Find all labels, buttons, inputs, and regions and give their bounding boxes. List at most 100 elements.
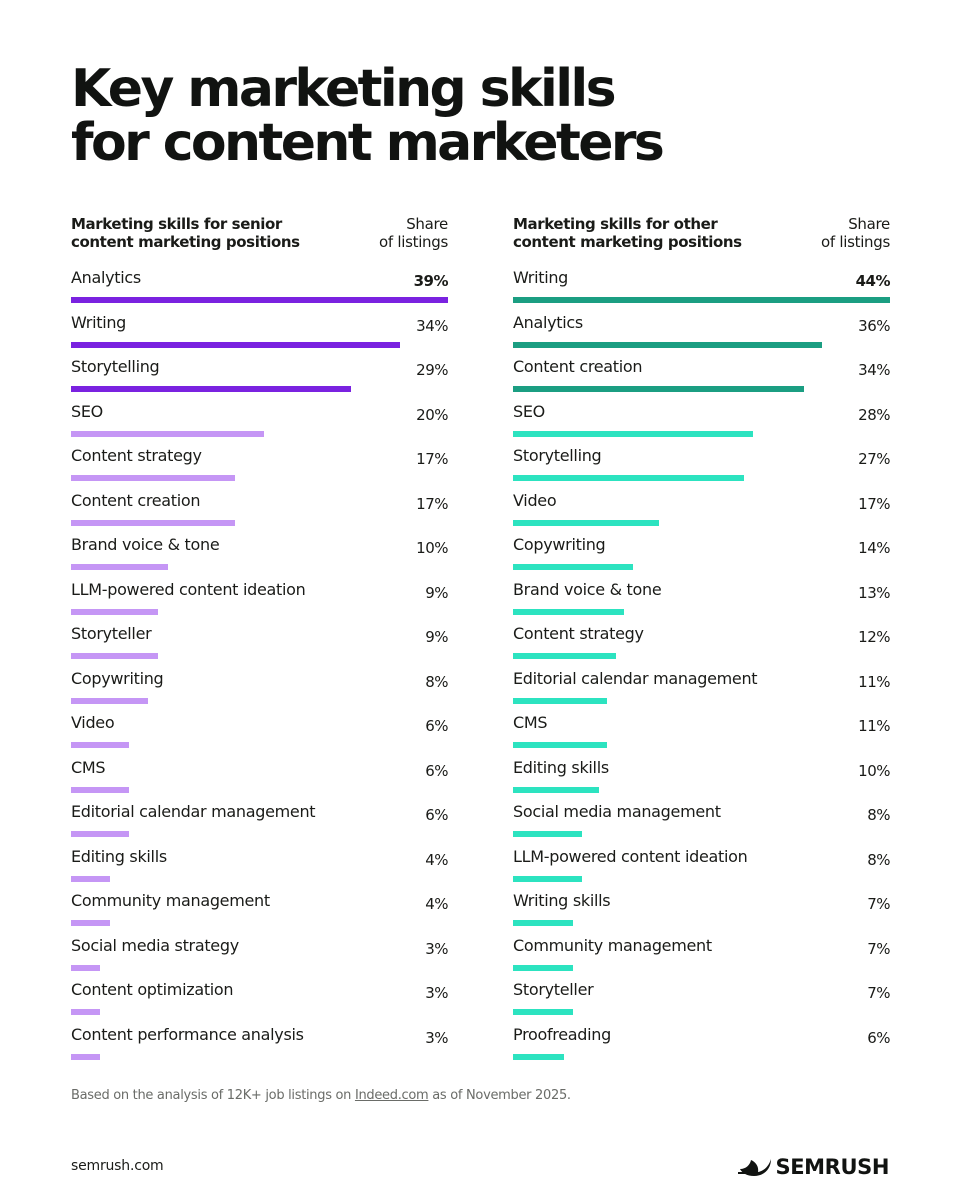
skill-label: Social media strategy bbox=[71, 935, 239, 955]
skill-share-bar bbox=[71, 1053, 100, 1060]
skill-share-bar bbox=[71, 786, 129, 793]
share-value-label: 7% bbox=[867, 939, 890, 958]
share-value-label: 6% bbox=[425, 806, 448, 824]
skill-label: Storytelling bbox=[71, 357, 160, 376]
skill-label: Editing skills bbox=[71, 846, 167, 866]
skill-share-bar bbox=[71, 386, 352, 392]
other-share-header-line-2: of listings bbox=[821, 233, 890, 251]
senior-skill-row: Editing skills 4% bbox=[71, 843, 448, 888]
share-value-label: 20% bbox=[416, 405, 448, 424]
share-value-label: 6% bbox=[425, 761, 448, 780]
skill-share-bar bbox=[71, 608, 158, 615]
skill-label: Storyteller bbox=[513, 980, 594, 999]
skill-label: SEO bbox=[71, 401, 103, 421]
brand-wordmark: SEMRUSH bbox=[775, 1155, 890, 1179]
skill-share-bar bbox=[513, 341, 822, 348]
site-url[interactable]: semrush.com bbox=[71, 1158, 164, 1174]
skill-label: Content creation bbox=[513, 357, 643, 376]
indeed-link[interactable]: Indeed.com bbox=[354, 1088, 429, 1103]
senior-skill-row: Content performance analysis 3% bbox=[71, 1021, 448, 1066]
skill-share-bar bbox=[513, 964, 573, 971]
skill-share-bar bbox=[513, 831, 582, 837]
share-value-label: 36% bbox=[858, 316, 890, 335]
senior-skill-row: Editorial calendar management 6% bbox=[71, 798, 448, 843]
senior-skill-row: Content strategy 17% bbox=[71, 442, 448, 487]
skill-share-bar bbox=[71, 297, 448, 303]
senior-header-line-2: content marketing positions bbox=[71, 233, 300, 251]
share-value-label: 17% bbox=[858, 494, 890, 513]
skill-label: Editorial calendar management bbox=[513, 668, 758, 688]
skill-share-bar bbox=[513, 386, 805, 392]
senior-chart-header: Marketing skills for senior content mark… bbox=[71, 215, 371, 251]
other-skill-row: Proofreading 6% bbox=[513, 1021, 890, 1066]
share-value-label: 29% bbox=[416, 361, 448, 379]
share-value-label: 27% bbox=[858, 450, 890, 468]
skill-label: Video bbox=[71, 713, 115, 732]
senior-skill-row: Storyteller 9% bbox=[71, 620, 448, 665]
share-value-label: 3% bbox=[425, 984, 448, 1002]
skill-label: Writing bbox=[71, 312, 127, 332]
skill-label: LLM-powered content ideation bbox=[513, 846, 748, 866]
senior-skill-row: Analytics 39% bbox=[71, 264, 449, 309]
skill-label: Copywriting bbox=[513, 535, 606, 554]
skill-share-bar bbox=[71, 920, 110, 926]
senior-skill-row: LLM-powered content ideation 9% bbox=[71, 576, 448, 621]
senior-skill-row: Content creation 17% bbox=[71, 487, 448, 532]
title-line-1: Key marketing skills bbox=[71, 59, 617, 119]
skill-share-bar bbox=[513, 1009, 573, 1015]
other-skill-row: Video 17% bbox=[513, 487, 890, 532]
senior-share-header-line-1: Share bbox=[406, 215, 448, 233]
skill-label: Writing bbox=[513, 268, 569, 287]
skill-share-bar bbox=[71, 519, 236, 526]
share-value-label: 7% bbox=[867, 984, 890, 1002]
skill-label: Brand voice & tone bbox=[513, 579, 662, 599]
senior-skill-row: Writing 34% bbox=[71, 309, 448, 354]
other-skill-row: Social media management 8% bbox=[513, 798, 890, 843]
share-value-label: 9% bbox=[425, 583, 448, 602]
footnote-prefix: Based on the analysis of 12K+ job listin… bbox=[71, 1088, 355, 1103]
other-skill-row: Storytelling 27% bbox=[513, 442, 890, 487]
other-share-header: Share of listings bbox=[780, 215, 890, 251]
skill-share-bar bbox=[71, 697, 149, 704]
skill-share-bar bbox=[513, 608, 625, 615]
other-skill-row: Storyteller 7% bbox=[513, 976, 890, 1021]
other-skill-row: Copywriting 14% bbox=[513, 531, 890, 576]
brand-logo: SEMRUSH bbox=[737, 1152, 890, 1182]
other-skill-row: Writing 44% bbox=[513, 264, 891, 309]
senior-skill-row: Community management 4% bbox=[71, 887, 448, 932]
skill-label: CMS bbox=[513, 713, 548, 732]
skill-label: Proofreading bbox=[513, 1024, 611, 1044]
share-value-label: 10% bbox=[858, 761, 890, 780]
skill-label: Content optimization bbox=[71, 980, 234, 999]
other-header-line-2: content marketing positions bbox=[513, 233, 742, 251]
share-value-label: 28% bbox=[858, 405, 890, 424]
share-value-label: 11% bbox=[858, 717, 890, 735]
share-value-label: 11% bbox=[858, 672, 890, 691]
share-value-label: 4% bbox=[425, 895, 448, 913]
share-value-label: 8% bbox=[867, 806, 890, 824]
skill-share-bar bbox=[513, 697, 608, 704]
skill-share-bar bbox=[71, 475, 236, 481]
skill-share-bar bbox=[71, 964, 100, 971]
other-header-line-1: Marketing skills for other bbox=[513, 215, 718, 233]
share-value-label: 44% bbox=[855, 272, 891, 290]
source-footnote: Based on the analysis of 12K+ job listin… bbox=[71, 1088, 571, 1103]
skill-share-bar bbox=[513, 475, 745, 481]
senior-skill-row: Video 6% bbox=[71, 709, 448, 754]
share-value-label: 17% bbox=[416, 494, 448, 513]
skill-label: Editorial calendar management bbox=[71, 802, 316, 821]
senior-skill-row: Storytelling 29% bbox=[71, 353, 448, 398]
skill-share-bar bbox=[71, 341, 400, 348]
share-value-label: 6% bbox=[425, 717, 448, 735]
share-value-label: 8% bbox=[425, 672, 448, 691]
other-skill-row: Editorial calendar management 11% bbox=[513, 665, 890, 710]
senior-skill-row: Content optimization 3% bbox=[71, 976, 448, 1021]
senior-skill-row: Brand voice & tone 10% bbox=[71, 531, 448, 576]
share-value-label: 13% bbox=[858, 583, 890, 602]
share-value-label: 17% bbox=[416, 450, 448, 468]
skill-share-bar bbox=[71, 564, 168, 570]
share-value-label: 14% bbox=[858, 539, 890, 557]
skill-label: Storyteller bbox=[71, 624, 152, 643]
footnote-suffix: as of November 2025. bbox=[428, 1088, 571, 1103]
skill-share-bar bbox=[71, 831, 129, 837]
